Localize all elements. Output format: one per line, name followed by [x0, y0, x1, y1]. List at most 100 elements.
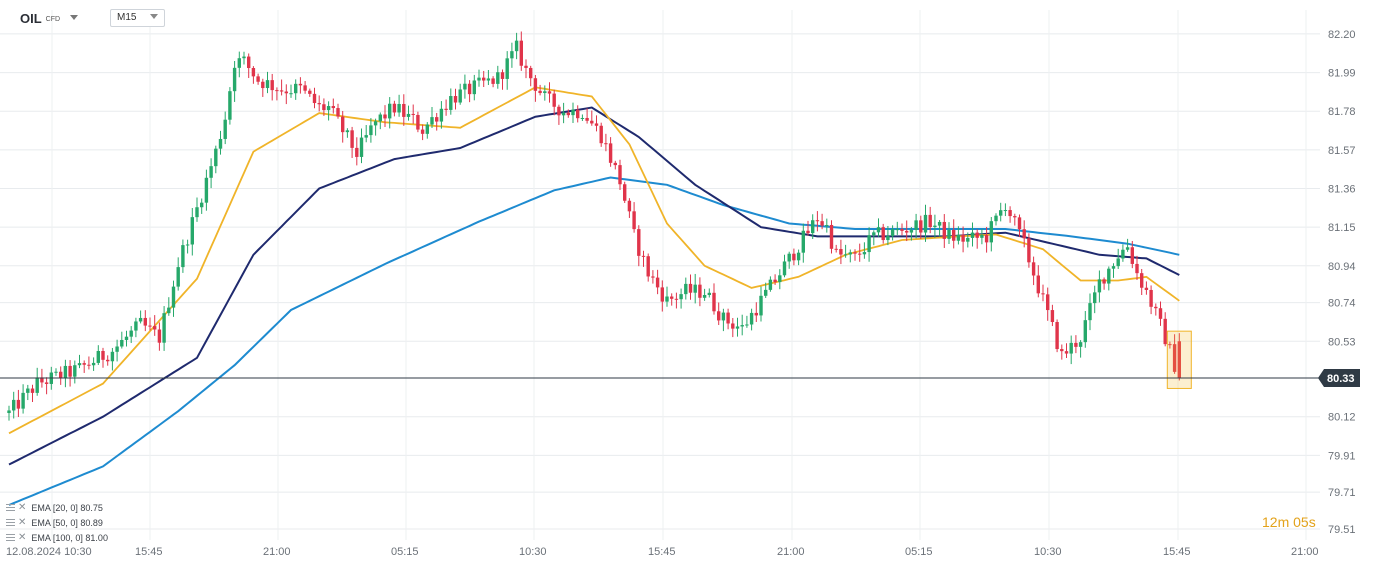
candle-body [834, 248, 838, 250]
candle-body [853, 252, 857, 254]
ema-20-line [8, 86, 1180, 435]
candle-body [472, 80, 476, 95]
candle-up [214, 145, 218, 174]
candle-body [185, 244, 190, 246]
candle-body [439, 108, 444, 122]
candle-body [905, 230, 909, 233]
candle-up [1093, 285, 1097, 314]
candle-body [110, 351, 115, 362]
candle-body [148, 325, 152, 327]
candle-body [317, 103, 321, 105]
candle-body [909, 229, 914, 233]
menu-icon[interactable] [6, 519, 15, 526]
candle-body [1097, 279, 1102, 293]
candle-up [1097, 270, 1102, 303]
candle-down [524, 59, 528, 79]
candle-up [1111, 263, 1116, 278]
candle-down [153, 315, 157, 336]
candle-body [876, 227, 881, 233]
candle-down [331, 98, 335, 114]
candle-down [792, 248, 796, 266]
candle-body [585, 117, 589, 121]
candle-body [637, 229, 641, 256]
candle-down [660, 280, 664, 312]
candle-body [538, 90, 542, 94]
y-tick-label: 79.71 [1328, 487, 1356, 499]
candle-down [87, 356, 91, 370]
candle-down [834, 244, 838, 253]
candle-down [303, 81, 307, 94]
candle-up [181, 239, 185, 273]
candle-body [491, 78, 495, 84]
candle-body [1130, 247, 1134, 264]
candle-up [980, 228, 984, 245]
candle-body [336, 108, 340, 117]
close-icon[interactable]: ✕ [18, 502, 27, 513]
candle-up [326, 101, 331, 121]
candle-down [646, 253, 650, 282]
candle-down [1060, 344, 1064, 360]
candle-body [524, 65, 528, 68]
menu-icon[interactable] [6, 534, 15, 541]
candle-down [157, 322, 162, 351]
candle-down [820, 213, 824, 230]
candle-up [867, 227, 871, 262]
candle-up [12, 391, 16, 419]
timeframe-selector[interactable]: M15 [110, 9, 166, 27]
candle-body [1041, 293, 1045, 295]
chevron-down-icon[interactable] [150, 14, 159, 19]
candle-body [749, 312, 754, 325]
candle-down [322, 98, 326, 116]
candle-body [1013, 216, 1017, 218]
candle-body [947, 230, 951, 239]
candle-body [966, 237, 970, 242]
x-tick-label: 21:00 [777, 546, 805, 558]
candle-body [369, 125, 373, 136]
candle-down [900, 223, 904, 236]
chevron-down-icon[interactable] [70, 15, 79, 20]
candle-body [101, 350, 105, 360]
candle-down [928, 206, 932, 234]
candle-body [1135, 263, 1139, 274]
candle-up [369, 118, 373, 143]
candle-up [1116, 248, 1120, 269]
candle-body [91, 362, 96, 366]
legend-ema-100: ✕ EMA [100, 0] 81.00 [6, 530, 108, 545]
y-tick-label: 82.20 [1328, 29, 1356, 41]
candle-body [627, 200, 632, 212]
y-tick-label: 81.36 [1328, 184, 1356, 196]
menu-icon[interactable] [6, 504, 15, 511]
candle-down [106, 355, 110, 366]
ema-100-line [8, 176, 1180, 506]
close-icon[interactable]: ✕ [18, 517, 27, 528]
candle-body [843, 254, 848, 256]
candle-body [96, 350, 100, 363]
candle-body [529, 67, 533, 79]
candle-body [167, 307, 171, 314]
candle-body [59, 371, 63, 379]
candle-body [195, 207, 199, 218]
candle-body [825, 224, 829, 226]
candle-down [16, 389, 21, 417]
close-icon[interactable]: ✕ [18, 532, 27, 543]
candle-body [604, 143, 608, 145]
candle-down [919, 215, 923, 239]
candle-body [1064, 351, 1069, 354]
candle-body [214, 148, 218, 167]
candle-body [82, 363, 86, 365]
candle-body [712, 292, 716, 312]
candle-body [463, 83, 467, 90]
candle-countdown: 12m 05s [1262, 514, 1316, 530]
candle-down [298, 77, 303, 94]
candle-body [73, 365, 77, 377]
candle-up [204, 169, 209, 211]
candle-body [641, 255, 646, 257]
y-tick-label: 80.53 [1328, 336, 1356, 348]
candle-up [923, 204, 928, 242]
candle-up [265, 71, 270, 94]
candle-body [247, 56, 251, 69]
y-tick-label: 81.99 [1328, 68, 1356, 80]
symbol-selector[interactable]: OIL CFD [20, 11, 79, 26]
